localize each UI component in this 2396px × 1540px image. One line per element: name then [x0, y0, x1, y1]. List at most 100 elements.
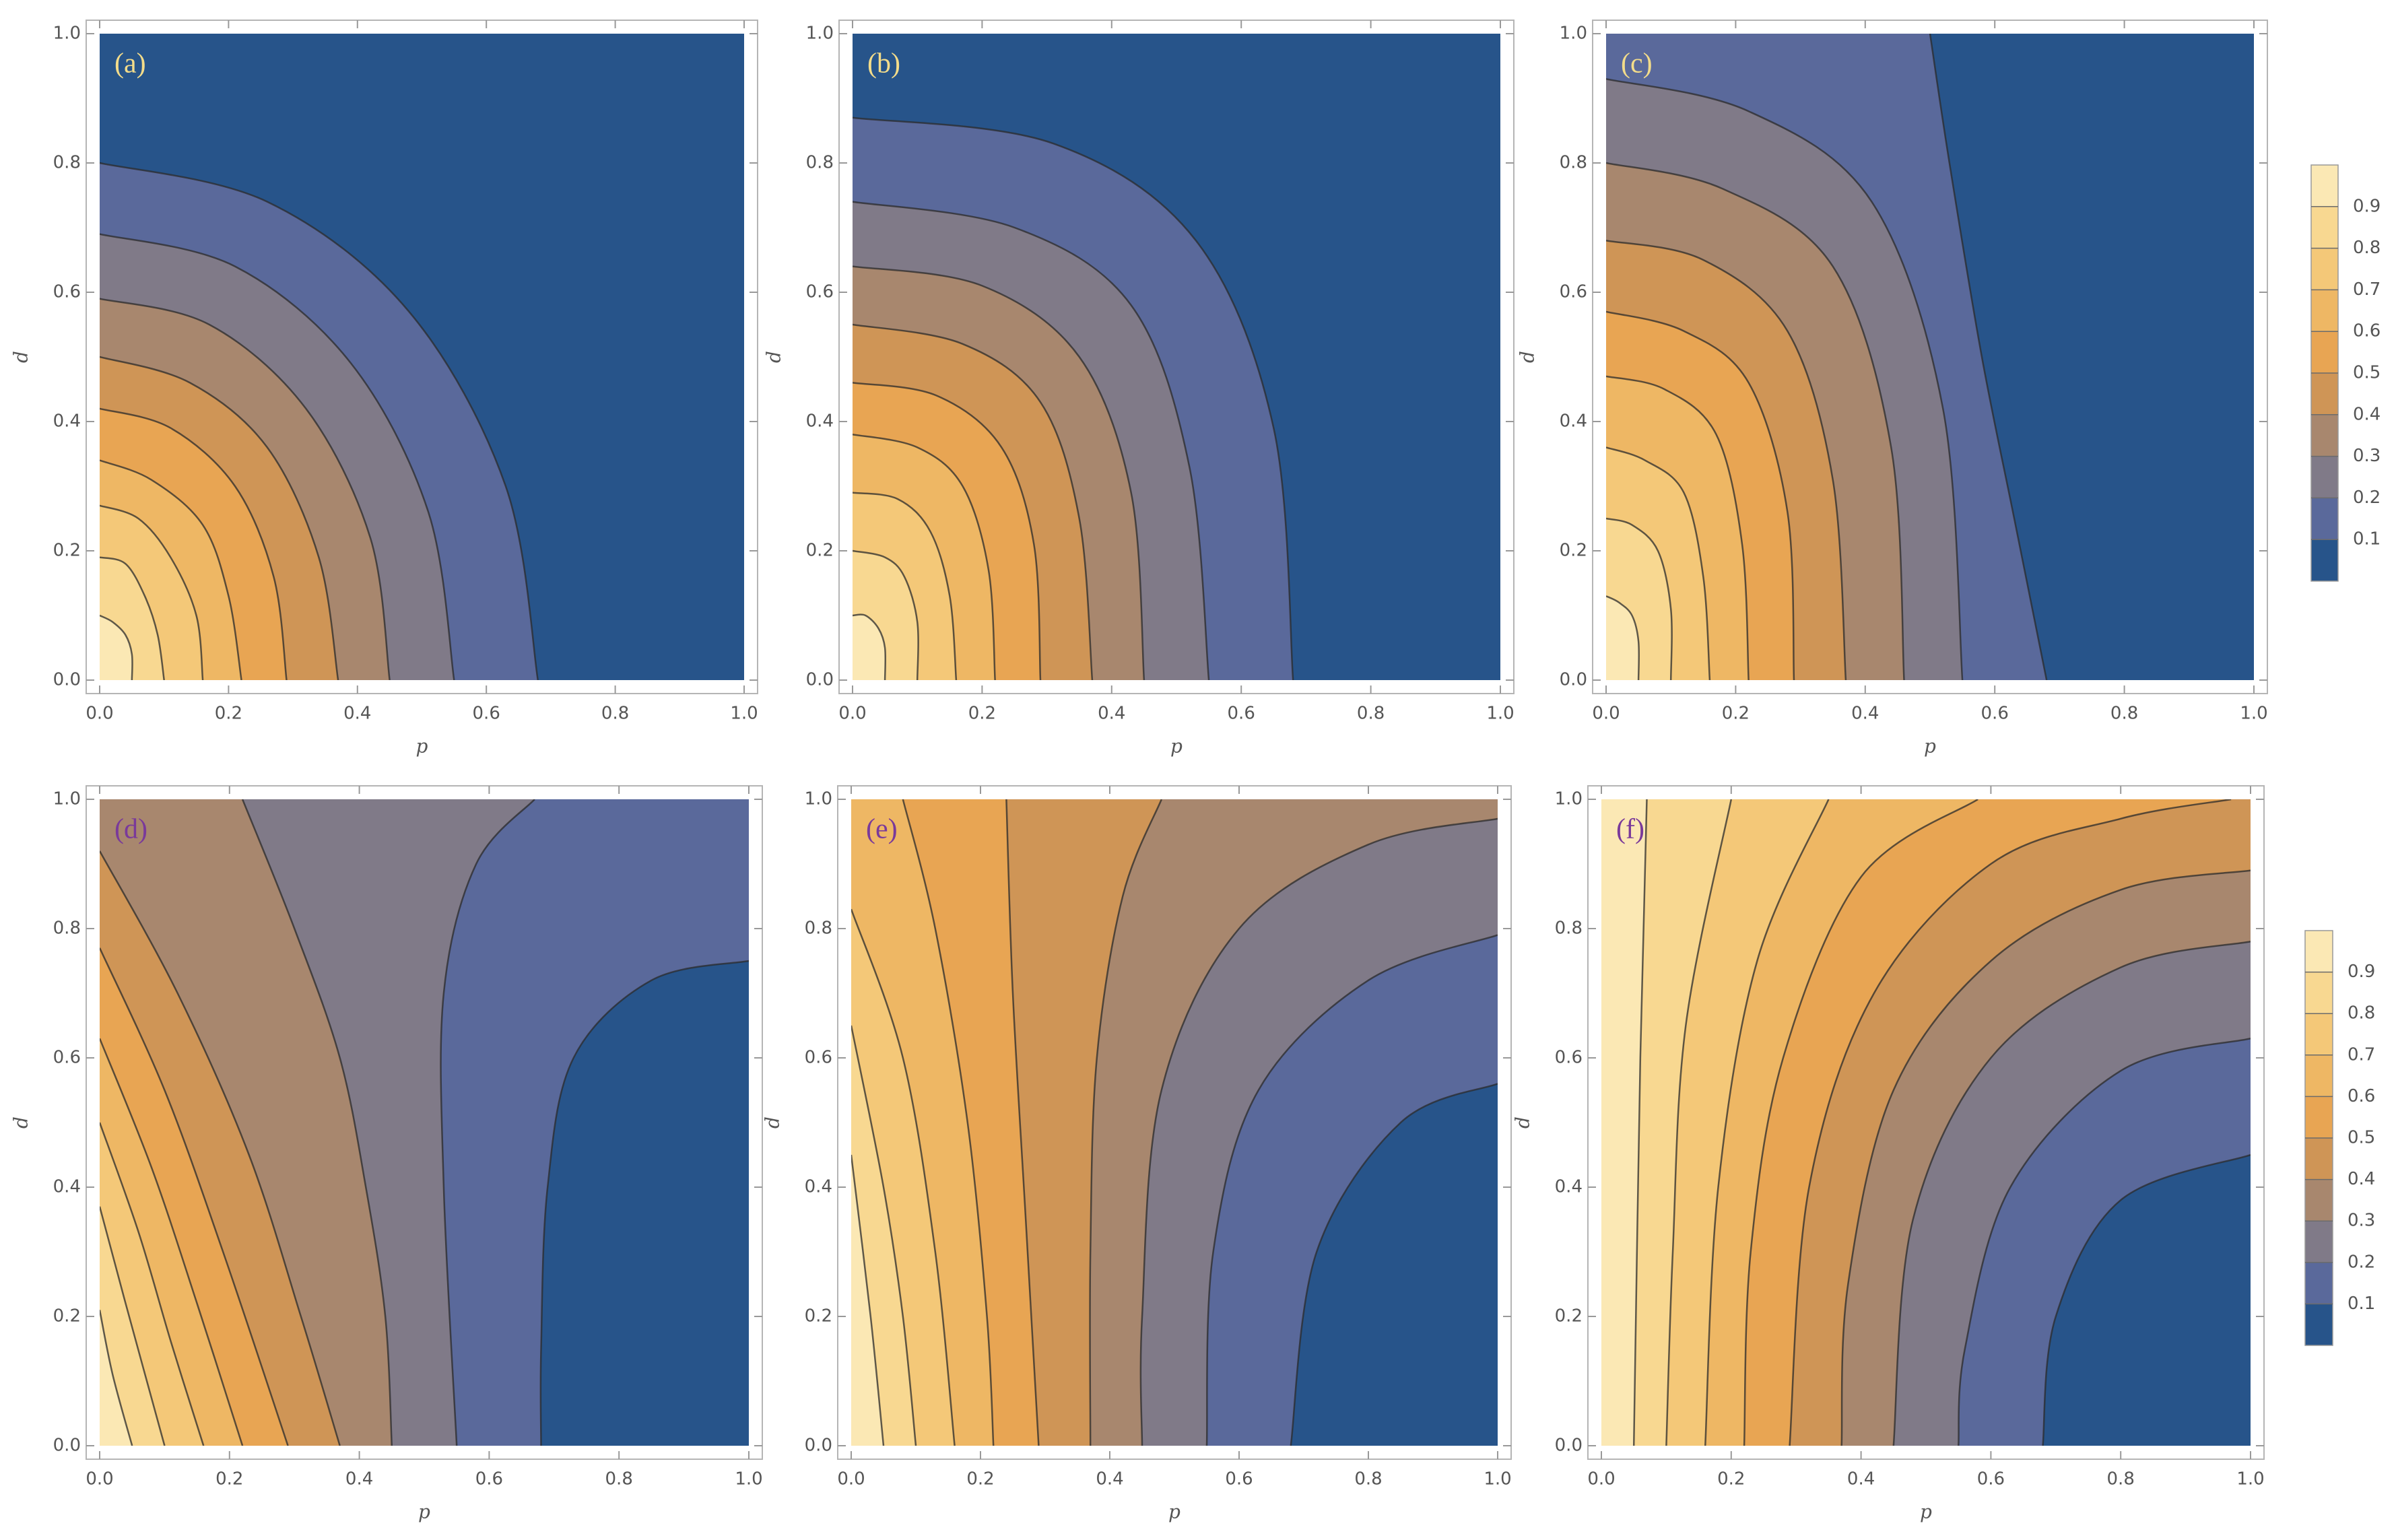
colorbar-swatch: [2305, 1179, 2333, 1221]
contour-line: [1290, 1083, 1498, 1446]
colorbar-swatch: [2311, 331, 2338, 373]
contour-line: [853, 433, 996, 680]
y-tick-label: 0.4: [53, 1177, 81, 1197]
contour-line: [241, 799, 393, 1446]
colorbar-swatch: [2311, 206, 2338, 248]
colorbar-swatch: [2305, 1221, 2333, 1263]
x-tick-label: 0.2: [966, 1469, 994, 1489]
contour-line: [1665, 799, 1733, 1446]
contour-line: [853, 201, 1210, 680]
colorbar-swatch: [2311, 165, 2338, 207]
contour-line: [1089, 799, 1162, 1446]
contour-line: [853, 492, 958, 680]
colorbar-label: 0.4: [2348, 1169, 2375, 1189]
contour-line: [100, 233, 455, 680]
y-axis-label: d: [10, 1116, 32, 1129]
contour-line: [1606, 595, 1640, 680]
contour-line: [100, 356, 339, 680]
contour-line: [853, 549, 919, 680]
y-tick-label: 1.0: [53, 24, 81, 44]
contour-line: [1929, 34, 2048, 680]
y-tick-label: 0.8: [53, 153, 81, 173]
y-tick-label: 0.4: [1555, 1177, 1583, 1197]
x-tick-label: 0.2: [1717, 1469, 1745, 1489]
y-tick-label: 0.6: [806, 282, 834, 302]
y-tick-label: 0.8: [806, 153, 834, 173]
colorbar-swatch: [2305, 972, 2333, 1014]
colorbar-swatch: [2311, 290, 2338, 332]
y-tick-label: 0.6: [805, 1048, 832, 1068]
x-tick-label: 1.0: [735, 1469, 762, 1489]
y-tick-label: 0.0: [1560, 670, 1587, 690]
y-tick-label: 0.0: [53, 670, 81, 690]
colorbar-swatch: [2305, 1013, 2333, 1055]
colorbar-swatch: [2305, 1054, 2333, 1097]
x-tick-label: 0.8: [2110, 704, 2138, 724]
y-tick-label: 0.0: [805, 1436, 832, 1456]
plot-area: [851, 799, 1498, 1446]
contour-band: [853, 614, 886, 680]
contour-line: [1789, 799, 2232, 1446]
y-tick-label: 0.4: [805, 1177, 832, 1197]
colorbar-swatch: [2311, 373, 2338, 415]
plot-area: [100, 799, 749, 1446]
colorbar-swatch: [2311, 248, 2338, 290]
y-axis-label: d: [762, 1116, 784, 1129]
x-axis-label: p: [1170, 735, 1183, 758]
colorbar-label: 0.1: [2353, 529, 2381, 549]
panel-label: (c): [1621, 48, 1653, 79]
y-tick-label: 0.0: [1555, 1436, 1583, 1456]
panel-label: (f): [1616, 814, 1644, 845]
contour-line: [851, 1154, 885, 1446]
x-tick-label: 0.0: [86, 1469, 113, 1489]
contour-line: [100, 1122, 205, 1446]
x-tick-label: 0.0: [1592, 704, 1620, 724]
contour-line: [1606, 162, 1905, 680]
y-tick-label: 0.4: [1560, 411, 1587, 432]
contour-line: [853, 382, 1042, 680]
x-tick-label: 0.6: [475, 1469, 503, 1489]
x-tick-label: 0.8: [1357, 704, 1385, 724]
contour-line: [1957, 1037, 2251, 1446]
colorbar-swatch: [2305, 1096, 2333, 1138]
panel-label: (b): [867, 48, 900, 79]
colorbar-label: 0.5: [2353, 363, 2381, 383]
x-tick-label: 0.6: [1981, 704, 2009, 724]
colorbar-swatch: [2311, 414, 2338, 457]
y-tick-label: 0.8: [1555, 918, 1583, 939]
contour-line: [1606, 517, 1673, 680]
y-tick-label: 1.0: [805, 789, 832, 809]
colorbar-swatch: [2305, 1138, 2333, 1180]
colorbar-label: 0.2: [2348, 1252, 2375, 1272]
colorbar-label: 0.9: [2353, 196, 2381, 216]
colorbar-label: 0.7: [2353, 279, 2381, 300]
x-tick-label: 1.0: [1486, 704, 1514, 724]
y-tick-label: 0.8: [1560, 153, 1587, 173]
x-tick-label: 0.4: [345, 1469, 373, 1489]
x-axis-label: p: [418, 1501, 430, 1523]
contour-line: [1743, 799, 1978, 1446]
x-axis-label: p: [1168, 1501, 1180, 1523]
x-tick-label: 0.4: [343, 704, 371, 724]
x-tick-label: 1.0: [2236, 1469, 2264, 1489]
panel-label: (d): [114, 814, 147, 845]
x-tick-label: 0.0: [1587, 1469, 1615, 1489]
y-tick-label: 0.4: [806, 411, 834, 432]
panel-label: (e): [866, 814, 898, 845]
y-tick-label: 1.0: [806, 24, 834, 44]
colorbar-swatch: [2311, 456, 2338, 498]
contour-band: [1601, 799, 1647, 1446]
y-tick-label: 0.8: [53, 918, 81, 939]
contour-line: [100, 407, 288, 680]
x-tick-label: 0.0: [86, 704, 113, 724]
x-tick-label: 0.4: [1847, 1469, 1875, 1489]
x-tick-label: 0.8: [1354, 1469, 1382, 1489]
contour-line: [1139, 817, 1498, 1446]
contour-line: [100, 556, 165, 680]
colorbar-label: 0.8: [2348, 1003, 2375, 1024]
x-tick-label: 0.8: [601, 704, 629, 724]
colorbar-label: 0.7: [2348, 1044, 2375, 1065]
y-tick-label: 0.0: [806, 670, 834, 690]
